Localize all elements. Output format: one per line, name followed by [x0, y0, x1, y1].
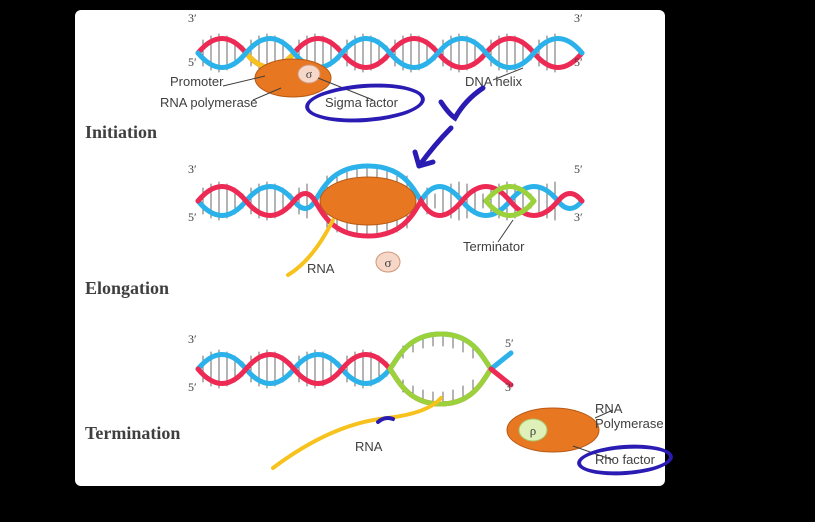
- stage-elongation: Elongation: [85, 278, 169, 299]
- end-5-top-right-2: 5′: [574, 162, 583, 177]
- annotation-arrow: [405, 122, 465, 182]
- dna-termination: ρ: [193, 318, 633, 478]
- end-3-top-left-2: 3′: [188, 162, 197, 177]
- dna-elongation: σ: [193, 150, 593, 290]
- annotation-checkmark: [437, 82, 487, 124]
- end-5-top-right-3: 5′: [505, 336, 514, 351]
- svg-text:ρ: ρ: [530, 423, 537, 438]
- end-3-top-right-1: 3′: [574, 11, 583, 26]
- annotation-dot: [375, 412, 397, 426]
- end-5-bot-right-1: 5′: [574, 55, 583, 70]
- end-5-bot-left-3: 5′: [188, 380, 197, 395]
- end-5-bot-left-2: 5′: [188, 210, 197, 225]
- label-promoter: Promoter: [170, 75, 223, 89]
- end-3-bot-right-2: 3′: [574, 210, 583, 225]
- end-3-bot-right-3: 3′: [505, 380, 514, 395]
- end-3-top-left-1: 3′: [188, 11, 197, 26]
- label-rna-polymerase: RNA polymerase: [160, 96, 258, 110]
- end-3-top-left-3: 3′: [188, 332, 197, 347]
- label-terminator: Terminator: [463, 240, 524, 254]
- stage-initiation: Initiation: [85, 122, 157, 143]
- svg-text:σ: σ: [384, 255, 391, 270]
- stage-termination: Termination: [85, 423, 180, 444]
- svg-text:σ: σ: [306, 67, 313, 81]
- diagram-card: σ 3′ 5′ 3′ 5′ Promoter RNA polymerase Si…: [75, 10, 665, 486]
- label-rna-1: RNA: [307, 262, 334, 276]
- label-rna-2: RNA: [355, 440, 382, 454]
- end-5-bot-left-1: 5′: [188, 55, 197, 70]
- label-rna-polymerase-2: RNAPolymerase: [595, 402, 664, 432]
